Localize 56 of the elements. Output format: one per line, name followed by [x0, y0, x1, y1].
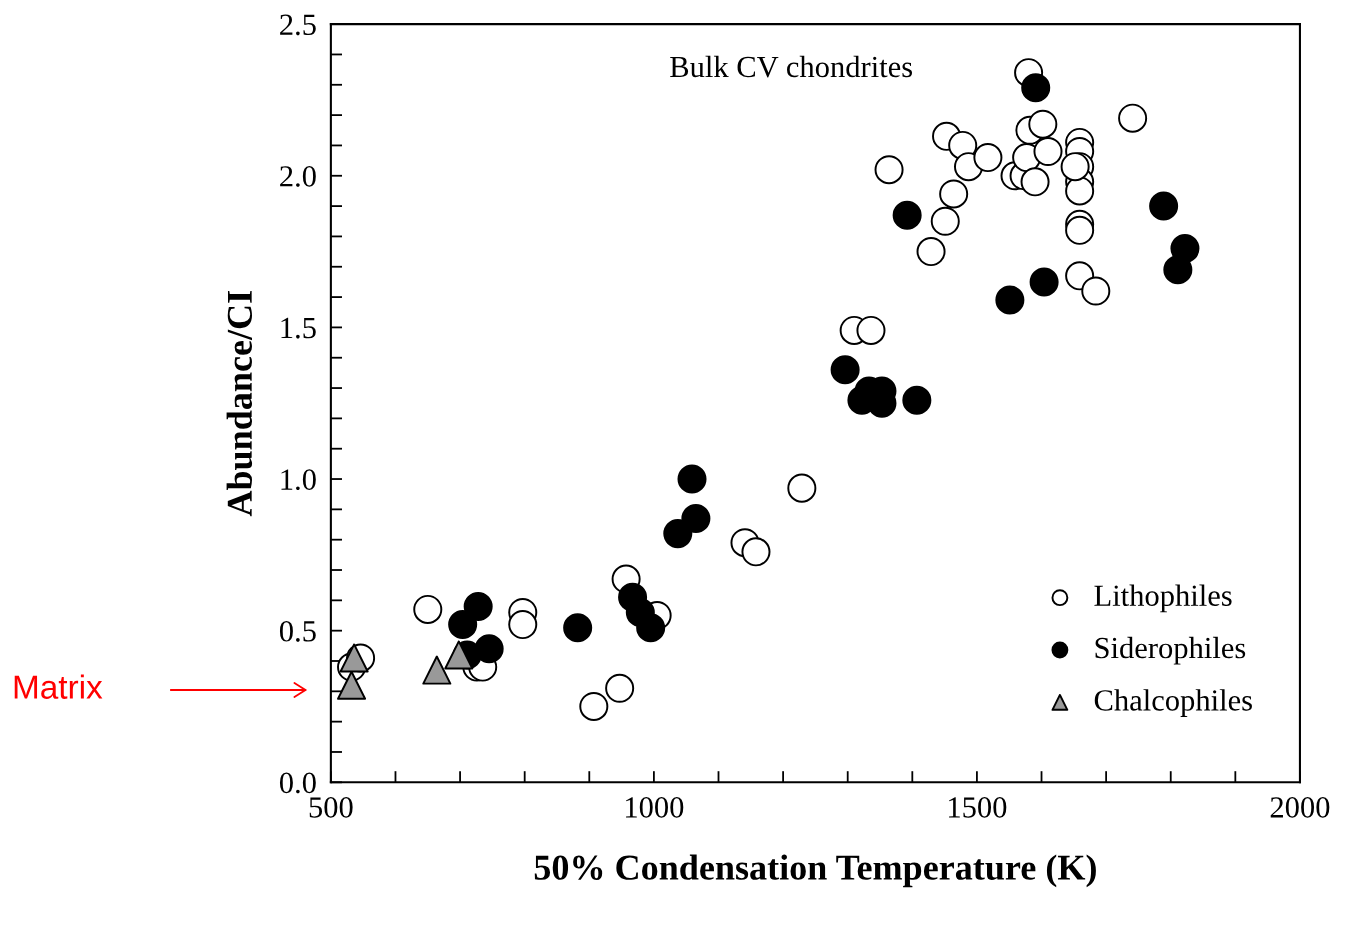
point — [636, 613, 666, 643]
point — [663, 519, 693, 549]
point — [1028, 109, 1058, 139]
y-tick-label: 2.0 — [280, 166, 316, 187]
point — [1118, 103, 1148, 133]
point — [741, 537, 771, 567]
point — [422, 655, 452, 685]
y-tick-label: 1.0 — [281, 469, 316, 491]
point — [508, 610, 538, 640]
point — [902, 385, 932, 415]
legend-label: Lithophiles — [1094, 584, 1232, 613]
point — [563, 613, 593, 643]
point — [337, 670, 367, 700]
point — [605, 673, 635, 703]
y-tick-label: 2.5 — [280, 14, 316, 36]
point — [939, 179, 969, 209]
text: Bulk CV chondrites — [670, 55, 913, 78]
point — [1021, 73, 1051, 103]
point — [681, 503, 711, 533]
y-tick-label: 0.0 — [279, 772, 316, 794]
point — [1081, 276, 1111, 306]
point — [1065, 215, 1095, 245]
point — [1149, 191, 1179, 221]
point — [444, 640, 474, 670]
point — [474, 634, 504, 664]
point — [892, 200, 922, 230]
point — [787, 473, 817, 503]
point — [677, 464, 707, 494]
point — [874, 155, 904, 185]
x-tick-label: 1000 — [626, 797, 684, 818]
text: Matrix — [14, 674, 103, 699]
point — [930, 206, 960, 236]
point — [1029, 267, 1059, 297]
x-tick-label: 2000 — [1270, 797, 1330, 818]
point — [448, 610, 478, 640]
point — [1033, 136, 1063, 167]
point — [973, 143, 1003, 173]
point — [856, 315, 886, 345]
point — [916, 237, 946, 267]
y-axis-title: Abundance/CI — [226, 291, 253, 517]
y-tick-label: 0.5 — [279, 620, 316, 642]
point — [463, 591, 493, 621]
point — [1065, 176, 1095, 206]
point — [1020, 167, 1050, 197]
x-tick-label: 1500 — [949, 797, 1007, 818]
x-axis-title: 50% Condensation Temperature (K) — [534, 854, 1096, 888]
point — [995, 285, 1025, 315]
point — [1170, 234, 1200, 264]
point — [413, 594, 443, 624]
x-tick-label: 500 — [309, 797, 353, 818]
point — [339, 643, 369, 673]
legend-label: Siderophiles — [1095, 636, 1246, 665]
point — [830, 355, 860, 385]
y-tick-label: 1.5 — [281, 317, 316, 339]
point — [579, 691, 609, 721]
legend-label: Chalcophiles — [1094, 689, 1252, 717]
